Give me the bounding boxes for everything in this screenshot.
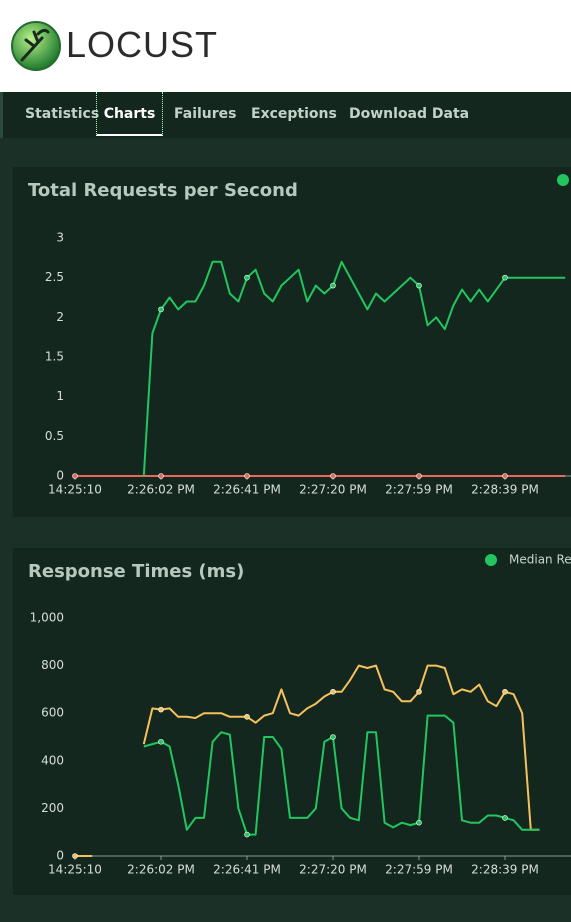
x-tick-label: 14:25:10 <box>48 483 102 497</box>
tab[interactable]: Statistics <box>25 106 100 122</box>
x-tick-label: 2:27:20 PM <box>299 483 367 497</box>
data-point <box>72 473 78 479</box>
x-tick-label: 2:26:41 PM <box>213 863 281 877</box>
y-tick-label: 1,000 <box>30 611 64 625</box>
x-tick-label: 2:27:59 PM <box>385 483 453 497</box>
legend-label: Median Re <box>509 553 571 567</box>
tab[interactable]: Exceptions <box>251 106 337 122</box>
x-tick-label: 2:26:02 PM <box>127 483 195 497</box>
chart-panel <box>13 548 571 895</box>
data-point <box>158 473 164 479</box>
x-tick-label: 2:27:20 PM <box>299 863 367 877</box>
data-point <box>158 306 164 313</box>
data-point <box>502 688 508 695</box>
y-tick-label: 1 <box>56 389 64 403</box>
data-point <box>502 815 508 821</box>
data-point <box>416 819 422 826</box>
chart-title: Total Requests per Second <box>28 180 298 201</box>
y-tick-label: 200 <box>41 801 64 815</box>
y-tick-label: 800 <box>41 658 64 672</box>
legend-marker <box>485 554 497 566</box>
data-point <box>416 688 422 695</box>
series-line <box>142 260 566 477</box>
data-point <box>158 706 164 713</box>
y-tick-label: 1.5 <box>45 350 64 364</box>
data-point <box>502 473 508 479</box>
data-point <box>72 853 78 859</box>
y-tick-label: 400 <box>41 753 64 767</box>
data-point <box>330 473 336 479</box>
brand: LOCUST <box>66 24 219 65</box>
y-tick-label: 0.5 <box>45 429 64 443</box>
logo <box>11 21 61 71</box>
data-point <box>330 688 336 695</box>
data-point <box>158 738 164 745</box>
data-point <box>330 282 336 289</box>
series-line <box>143 714 540 836</box>
data-point <box>244 831 250 838</box>
y-tick-label: 0 <box>56 469 64 483</box>
x-tick-label: 2:27:59 PM <box>385 863 453 877</box>
x-tick-label: 2:26:41 PM <box>213 483 281 497</box>
x-tick-label: 2:28:39 PM <box>471 863 539 877</box>
tab[interactable]: Download Data <box>349 106 470 122</box>
header: LOCUST <box>0 0 571 92</box>
x-tick-label: 14:25:10 <box>48 863 102 877</box>
x-tick-label: 2:26:02 PM <box>127 863 195 877</box>
y-tick-label: 600 <box>41 706 64 720</box>
legend-marker <box>557 174 569 186</box>
series-line <box>75 664 540 857</box>
nav-bar: Statistics Charts Failures Exceptions Do… <box>0 92 571 138</box>
data-point <box>416 282 422 289</box>
y-tick-label: 2.5 <box>45 270 64 284</box>
y-tick-label: 3 <box>56 231 64 245</box>
data-point <box>502 274 508 281</box>
chart-panel <box>13 167 571 517</box>
x-tick-label: 2:28:39 PM <box>471 483 539 497</box>
data-point <box>244 713 250 720</box>
y-tick-label: 2 <box>56 310 64 324</box>
data-point <box>244 274 250 281</box>
tab[interactable]: Charts <box>96 92 163 136</box>
data-point <box>244 473 250 479</box>
y-tick-label: 0 <box>56 849 64 863</box>
tab[interactable]: Failures <box>174 106 237 122</box>
chart-title: Response Times (ms) <box>28 561 244 582</box>
data-point <box>416 473 422 479</box>
data-point <box>330 734 336 740</box>
